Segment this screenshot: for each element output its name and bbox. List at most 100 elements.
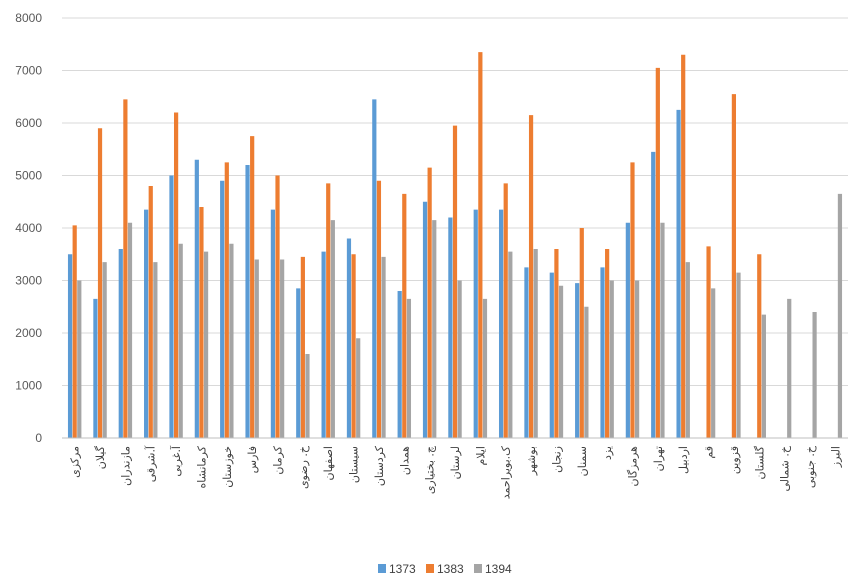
x-category-label: اصفهان bbox=[322, 446, 335, 480]
legend-item-1394: 1394 bbox=[474, 562, 512, 576]
bar-1394-7 bbox=[254, 259, 259, 438]
bar-1394-15 bbox=[457, 280, 462, 438]
x-category-label: هرمزگان bbox=[626, 446, 639, 487]
x-category-label: چ. بختیاری bbox=[424, 445, 437, 494]
bar-1373-8 bbox=[270, 209, 275, 438]
x-category-label: خوزستان bbox=[221, 446, 234, 488]
bar-1394-1 bbox=[102, 262, 107, 438]
legend-swatch bbox=[426, 564, 434, 573]
bar-1383-25 bbox=[706, 246, 711, 438]
bar-1373-4 bbox=[169, 175, 174, 438]
legend-label: 1394 bbox=[485, 562, 512, 576]
bar-1383-18 bbox=[528, 115, 534, 438]
x-category-label: البرز bbox=[829, 446, 842, 468]
bar-1383-2 bbox=[123, 99, 128, 438]
bar-1383-14 bbox=[427, 167, 432, 438]
bar-1383-24 bbox=[681, 54, 686, 438]
bar-1373-5 bbox=[194, 159, 199, 438]
bar-1383-19 bbox=[554, 249, 559, 438]
bar-1394-13 bbox=[406, 298, 412, 438]
bar-1383-21 bbox=[605, 249, 610, 438]
bar-1383-23 bbox=[655, 67, 660, 438]
x-category-label: گلستان bbox=[753, 445, 766, 479]
legend-swatch bbox=[378, 564, 386, 573]
bar-1383-12 bbox=[376, 180, 382, 438]
bar-1373-20 bbox=[575, 283, 580, 438]
y-tick-label: 2000 bbox=[15, 326, 42, 340]
bar-1373-1 bbox=[93, 298, 98, 438]
legend-label: 1373 bbox=[389, 562, 416, 576]
x-category-label: تهران bbox=[652, 446, 665, 471]
bar-1383-16 bbox=[478, 52, 483, 438]
x-category-label: ایلام bbox=[474, 446, 487, 466]
x-category-label: زنجان bbox=[550, 446, 563, 473]
bar-1383-7 bbox=[250, 136, 255, 438]
x-category-label: خ. جنوبی bbox=[804, 445, 817, 488]
x-category-label: مرکزی bbox=[69, 446, 82, 478]
x-category-label: یزد bbox=[601, 446, 614, 460]
bar-1373-19 bbox=[549, 272, 554, 438]
x-category-label: سیستان bbox=[348, 446, 361, 483]
x-category-label: آ.غربی bbox=[169, 445, 183, 477]
bar-1383-5 bbox=[199, 207, 204, 438]
bar-1394-30 bbox=[837, 193, 843, 438]
bar-1394-10 bbox=[330, 220, 335, 438]
bar-1394-26 bbox=[736, 272, 741, 438]
legend-label: 1383 bbox=[437, 562, 464, 576]
bar-1373-11 bbox=[346, 238, 352, 438]
y-tick-label: 8000 bbox=[15, 11, 42, 25]
y-tick-label: 0 bbox=[35, 431, 42, 445]
x-category-label: آ.شرقی bbox=[144, 445, 158, 482]
bar-1394-0 bbox=[77, 280, 82, 438]
bar-1383-3 bbox=[148, 186, 153, 438]
bar-1373-13 bbox=[397, 291, 402, 438]
x-category-label: کردستان bbox=[373, 445, 386, 486]
bar-1383-0 bbox=[72, 225, 77, 438]
x-category-label: لرستان bbox=[449, 446, 462, 479]
bar-1394-21 bbox=[609, 280, 614, 438]
bar-1394-28 bbox=[787, 298, 792, 438]
bar-1373-16 bbox=[473, 209, 478, 438]
x-category-label: خ. رضوی bbox=[297, 445, 310, 489]
bar-1373-10 bbox=[321, 251, 326, 438]
bar-1383-10 bbox=[326, 183, 331, 438]
bar-1394-14 bbox=[432, 220, 437, 438]
bar-1373-21 bbox=[600, 267, 605, 438]
bar-1394-3 bbox=[153, 262, 158, 438]
bar-1394-29 bbox=[812, 312, 817, 438]
bar-1383-4 bbox=[173, 112, 179, 438]
bar-1373-15 bbox=[448, 217, 453, 438]
bar-1394-12 bbox=[381, 256, 386, 438]
bar-1373-14 bbox=[422, 201, 428, 438]
x-category-label: خ. شمالی bbox=[779, 445, 792, 491]
bar-1394-24 bbox=[685, 262, 690, 438]
bar-1394-19 bbox=[558, 285, 564, 438]
bar-1373-22 bbox=[625, 222, 630, 438]
x-category-label: قزوین bbox=[728, 446, 741, 474]
bar-1373-23 bbox=[651, 151, 656, 438]
bar-1394-6 bbox=[229, 243, 234, 438]
bar-1383-13 bbox=[402, 193, 407, 438]
bar-1394-17 bbox=[508, 251, 513, 438]
bar-1373-7 bbox=[245, 165, 250, 438]
bar-1394-9 bbox=[305, 354, 310, 438]
x-category-label: بوشهر bbox=[525, 446, 538, 476]
bar-1373-2 bbox=[118, 249, 123, 438]
bar-1394-23 bbox=[660, 222, 665, 438]
y-tick-label: 3000 bbox=[15, 274, 42, 288]
bar-1394-18 bbox=[533, 249, 538, 438]
bar-1383-22 bbox=[630, 162, 635, 438]
y-tick-label: 5000 bbox=[15, 169, 42, 183]
bar-1394-2 bbox=[127, 222, 133, 438]
bar-1383-8 bbox=[275, 175, 280, 438]
bar-1394-22 bbox=[635, 280, 640, 438]
bar-1394-4 bbox=[178, 243, 183, 438]
x-category-label: قم bbox=[703, 446, 716, 459]
bar-1373-3 bbox=[144, 209, 149, 438]
legend-item-1383: 1383 bbox=[426, 562, 464, 576]
bar-1383-17 bbox=[503, 183, 508, 438]
bar-1373-24 bbox=[676, 109, 681, 438]
legend-item-1373: 1373 bbox=[378, 562, 416, 576]
